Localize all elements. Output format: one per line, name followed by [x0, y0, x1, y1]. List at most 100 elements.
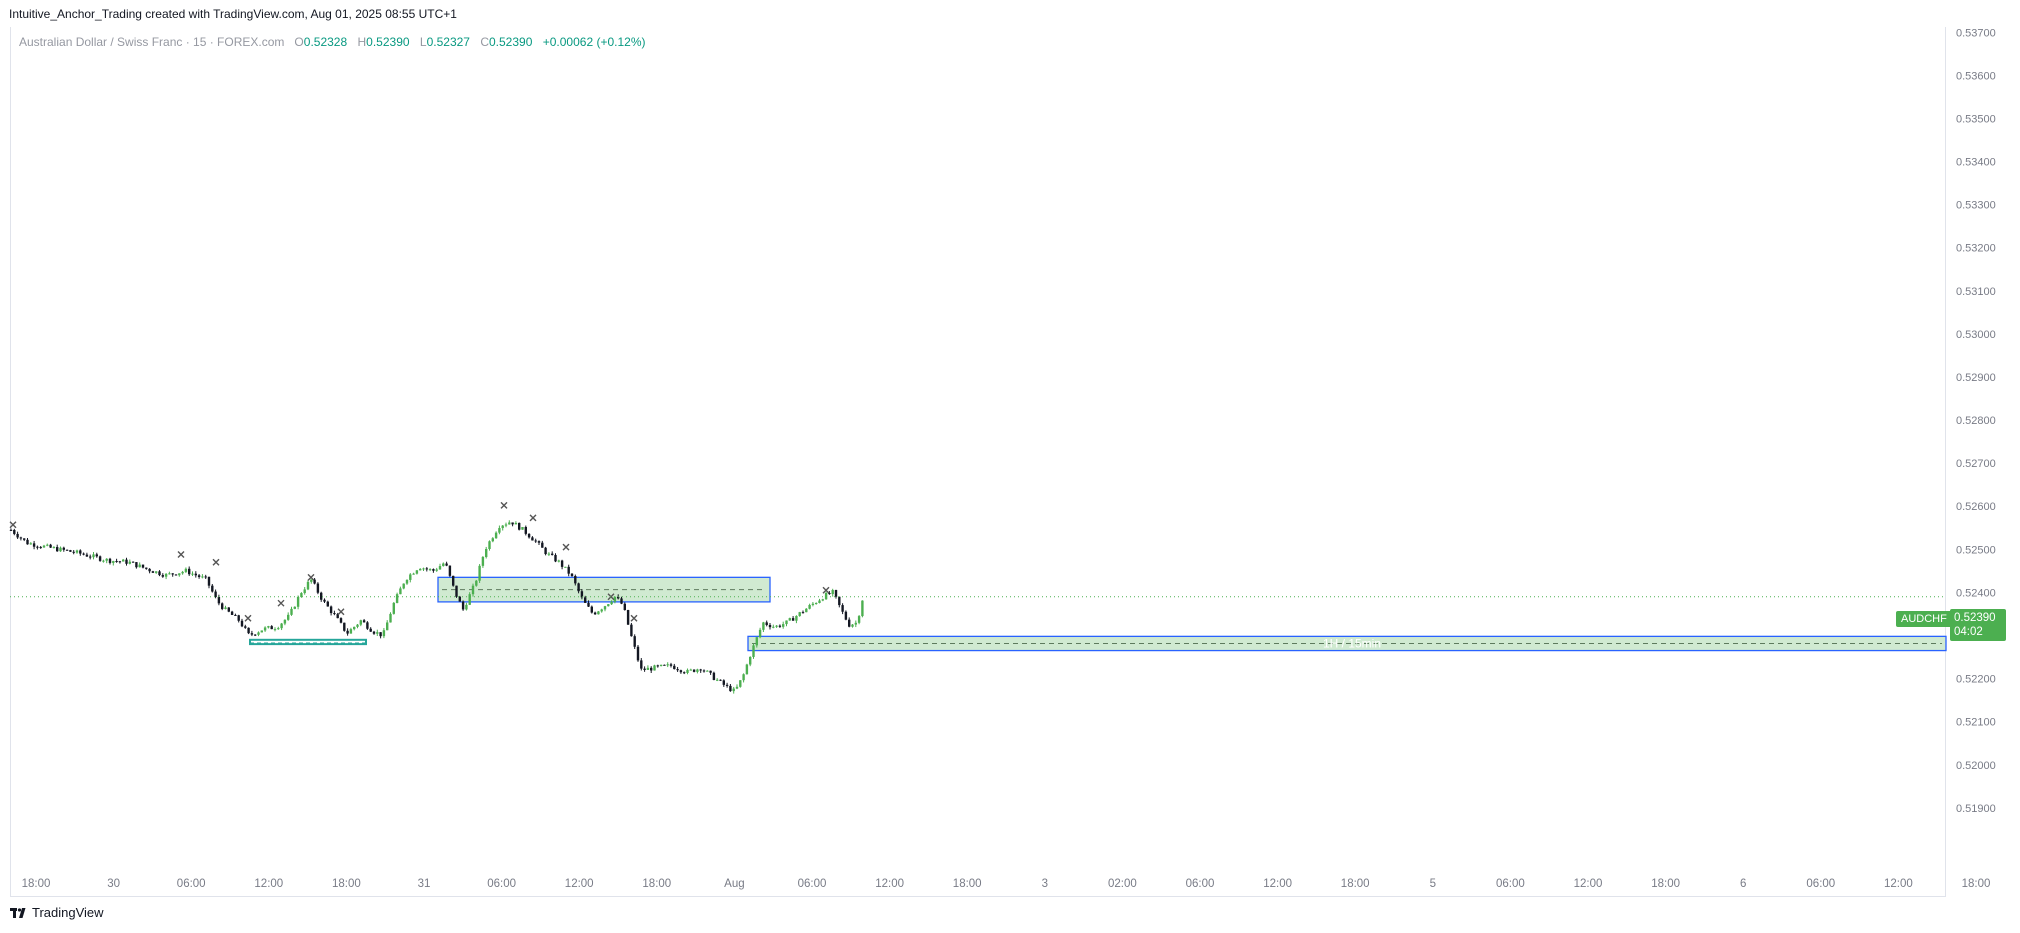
candle-body	[564, 566, 567, 568]
candle-body	[92, 554, 95, 558]
candle-body	[778, 625, 782, 627]
candle-body	[52, 547, 56, 549]
candle-body	[310, 579, 313, 582]
candle-body	[362, 620, 366, 623]
candle-body	[39, 547, 42, 549]
candle-body	[204, 576, 207, 578]
candle-body	[679, 670, 683, 673]
footer-brand[interactable]: TradingView	[10, 905, 104, 920]
time-tick-label: 6	[1740, 878, 1746, 890]
candle-body	[32, 543, 36, 547]
candle-body	[89, 556, 92, 558]
brand-name: TradingView	[32, 905, 104, 920]
candle-body	[716, 679, 719, 681]
candle-body	[181, 571, 184, 574]
candle-body	[128, 561, 131, 564]
candle-body	[250, 633, 254, 635]
candle-body	[636, 646, 640, 661]
candle-body	[468, 594, 471, 605]
candle-body	[656, 665, 659, 667]
time-tick-label: 30	[107, 878, 120, 890]
candle-body	[815, 602, 818, 604]
candle-body	[587, 602, 590, 607]
candle-body	[831, 590, 834, 595]
candle-body	[673, 665, 676, 670]
candle-body	[491, 538, 494, 542]
chart-caption: Intuitive_Anchor_Trading created with Tr…	[9, 7, 457, 21]
candle-body	[755, 637, 758, 646]
candle-body	[557, 560, 560, 562]
candle-body	[518, 522, 521, 530]
candle-body	[382, 630, 386, 637]
candle-body	[593, 612, 597, 615]
candle-body	[488, 541, 491, 550]
candle-body	[633, 636, 636, 647]
candle-body	[267, 626, 270, 628]
low-value: 0.52327	[426, 35, 470, 49]
candle-body	[240, 620, 244, 627]
candle-body	[795, 615, 798, 621]
candle-body	[293, 606, 296, 609]
time-tick-label: 12:00	[1574, 878, 1603, 890]
price-tick-label: 0.53700	[1956, 27, 1996, 39]
time-tick-label: 18:00	[22, 878, 51, 890]
candle-body	[161, 575, 164, 577]
candle-body	[732, 688, 735, 692]
price-tick-label: 0.53300	[1956, 200, 1996, 212]
candle-body	[221, 603, 224, 609]
candle-body	[834, 590, 838, 597]
candle-body	[247, 627, 250, 634]
candle-body	[389, 613, 392, 623]
candle-body	[791, 618, 795, 621]
high-label: H	[357, 35, 367, 49]
candle-body	[244, 626, 247, 628]
candle-body	[171, 573, 174, 575]
candle-body	[722, 680, 725, 685]
candle-body	[442, 563, 445, 567]
candle-body	[471, 585, 475, 595]
candle-body	[758, 629, 762, 638]
candle-body	[122, 559, 125, 562]
candle-body	[151, 571, 155, 573]
candle-body	[686, 669, 689, 673]
candle-body	[194, 573, 197, 576]
candle-body	[719, 679, 722, 681]
candle-body	[356, 624, 359, 627]
change-value: +0.00062 (+0.12%)	[542, 35, 646, 49]
candle-body	[386, 622, 389, 631]
candle-body	[584, 597, 587, 603]
candle-body	[72, 551, 75, 553]
candle-body	[36, 546, 39, 548]
candle-body	[478, 565, 481, 581]
candle-body	[749, 656, 752, 665]
candle-body	[663, 664, 666, 666]
candle-body	[461, 601, 465, 610]
candle-body	[696, 669, 699, 672]
price-tick-label: 0.51900	[1956, 803, 1996, 815]
x-marker-icon	[822, 586, 830, 594]
candle-body	[669, 664, 673, 666]
candle-body	[547, 553, 551, 555]
candle-body	[217, 596, 221, 604]
candle-body	[435, 569, 438, 571]
candle-body	[405, 579, 409, 584]
candle-body	[801, 612, 805, 614]
candle-body	[782, 624, 785, 627]
candle-body	[191, 573, 194, 575]
chart-pane[interactable]	[10, 27, 1946, 897]
price-tick-label: 0.52600	[1956, 501, 1996, 513]
candle-body	[798, 612, 801, 616]
candle-body	[617, 596, 620, 599]
candle-body	[145, 567, 148, 569]
candle-body	[676, 669, 679, 671]
candle-body	[623, 603, 626, 611]
price-tick-label: 0.53200	[1956, 243, 1996, 255]
candle-body	[452, 575, 455, 586]
x-marker-icon	[307, 573, 315, 581]
candle-body	[531, 537, 534, 541]
candle-body	[630, 624, 633, 637]
candle-body	[131, 561, 135, 563]
price-tick-label: 0.52100	[1956, 717, 1996, 729]
candle-body	[811, 603, 815, 605]
